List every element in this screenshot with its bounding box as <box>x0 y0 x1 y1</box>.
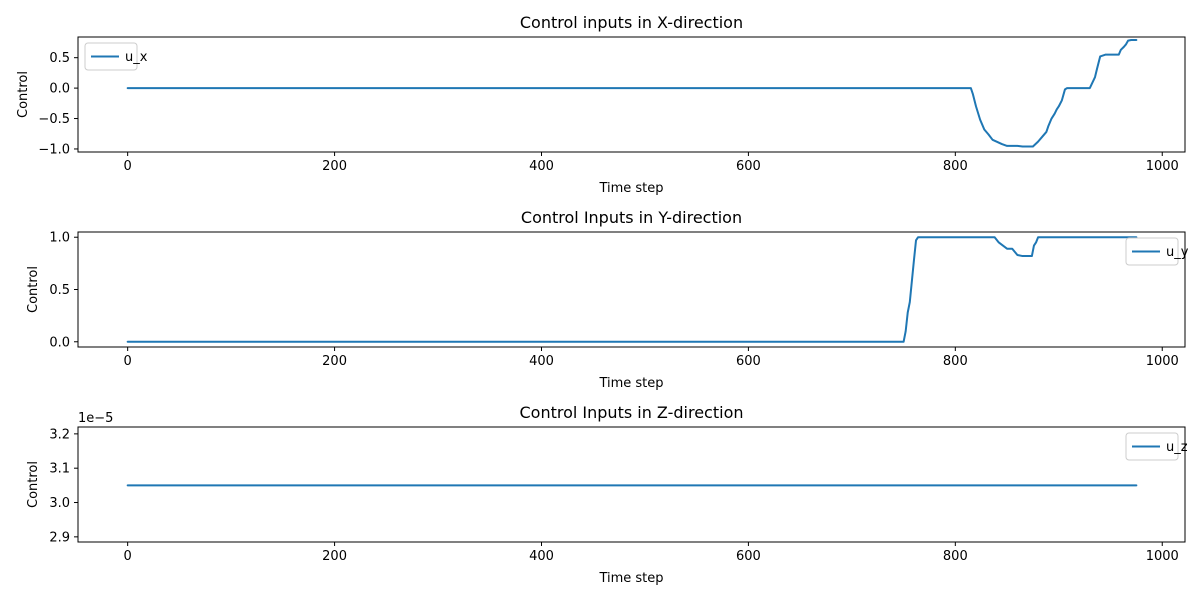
x-tick-label: 600 <box>736 159 761 174</box>
axes-frame <box>77 231 1186 348</box>
y-axis-label: Control <box>16 71 31 118</box>
y-tick-label: −1.0 <box>38 142 70 157</box>
series-line-u_x <box>126 39 1138 148</box>
x-axis-label: Time step <box>598 376 663 391</box>
y-tick-label: 0.5 <box>49 283 70 298</box>
y-tick-label: 3.1 <box>49 462 70 477</box>
x-tick-label: 0 <box>124 549 132 564</box>
x-tick-label: 200 <box>322 549 347 564</box>
y-tick-label: 1.0 <box>49 231 70 246</box>
x-tick-label: 0 <box>124 354 132 369</box>
x-tick-label: 800 <box>943 549 968 564</box>
axes-frame <box>77 36 1186 153</box>
subplot-1: Control inputs in X-direction 0 200 400 600 8… <box>16 13 1186 196</box>
y-tick-label: 2.9 <box>49 530 70 545</box>
subplot-2: Control Inputs in Y-direction 0 200 400 600 8… <box>26 208 1189 391</box>
x-tick-label: 400 <box>529 354 554 369</box>
series-line-u_y <box>126 236 1138 343</box>
y-axis-label: Control <box>26 461 41 508</box>
x-tick-label: 600 <box>736 354 761 369</box>
x-axis-label: Time step <box>598 181 663 196</box>
plot-title: Control Inputs in Y-direction <box>521 208 742 227</box>
x-tick-label: 1000 <box>1146 159 1179 174</box>
x-tick-label: 1000 <box>1146 549 1179 564</box>
x-tick-label: 400 <box>529 159 554 174</box>
x-tick-label: 600 <box>736 549 761 564</box>
y-tick-label: 0.0 <box>49 82 70 97</box>
plot-title: Control Inputs in Z-direction <box>519 403 743 422</box>
axes-frame <box>77 426 1186 543</box>
y-axis-label: Control <box>26 266 41 313</box>
x-tick-label: 0 <box>124 159 132 174</box>
legend: u_y <box>1125 237 1189 266</box>
y-tick-label: −0.5 <box>38 112 70 127</box>
x-tick-label: 800 <box>943 354 968 369</box>
plot-title: Control inputs in X-direction <box>520 13 743 32</box>
legend-label: u_z <box>1166 440 1188 455</box>
legend: u_x <box>84 42 148 71</box>
legend-label: u_y <box>1166 245 1189 260</box>
y-tick-label: 3.0 <box>49 496 70 511</box>
y-tick-label: 3.2 <box>49 427 70 442</box>
x-axis-label: Time step <box>598 571 663 586</box>
legend-label: u_x <box>125 50 148 65</box>
x-tick-label: 800 <box>943 159 968 174</box>
y-tick-label: 0.5 <box>49 51 70 66</box>
y-tick-label: 0.0 <box>49 335 70 350</box>
x-tick-label: 200 <box>322 354 347 369</box>
x-tick-label: 1000 <box>1146 354 1179 369</box>
y-offset-text: 1e−5 <box>78 411 113 426</box>
subplot-3: Control Inputs in Z-direction 0 200 400 600 8… <box>26 403 1188 586</box>
legend: u_z <box>1125 432 1188 461</box>
x-tick-label: 400 <box>529 549 554 564</box>
x-tick-label: 200 <box>322 159 347 174</box>
